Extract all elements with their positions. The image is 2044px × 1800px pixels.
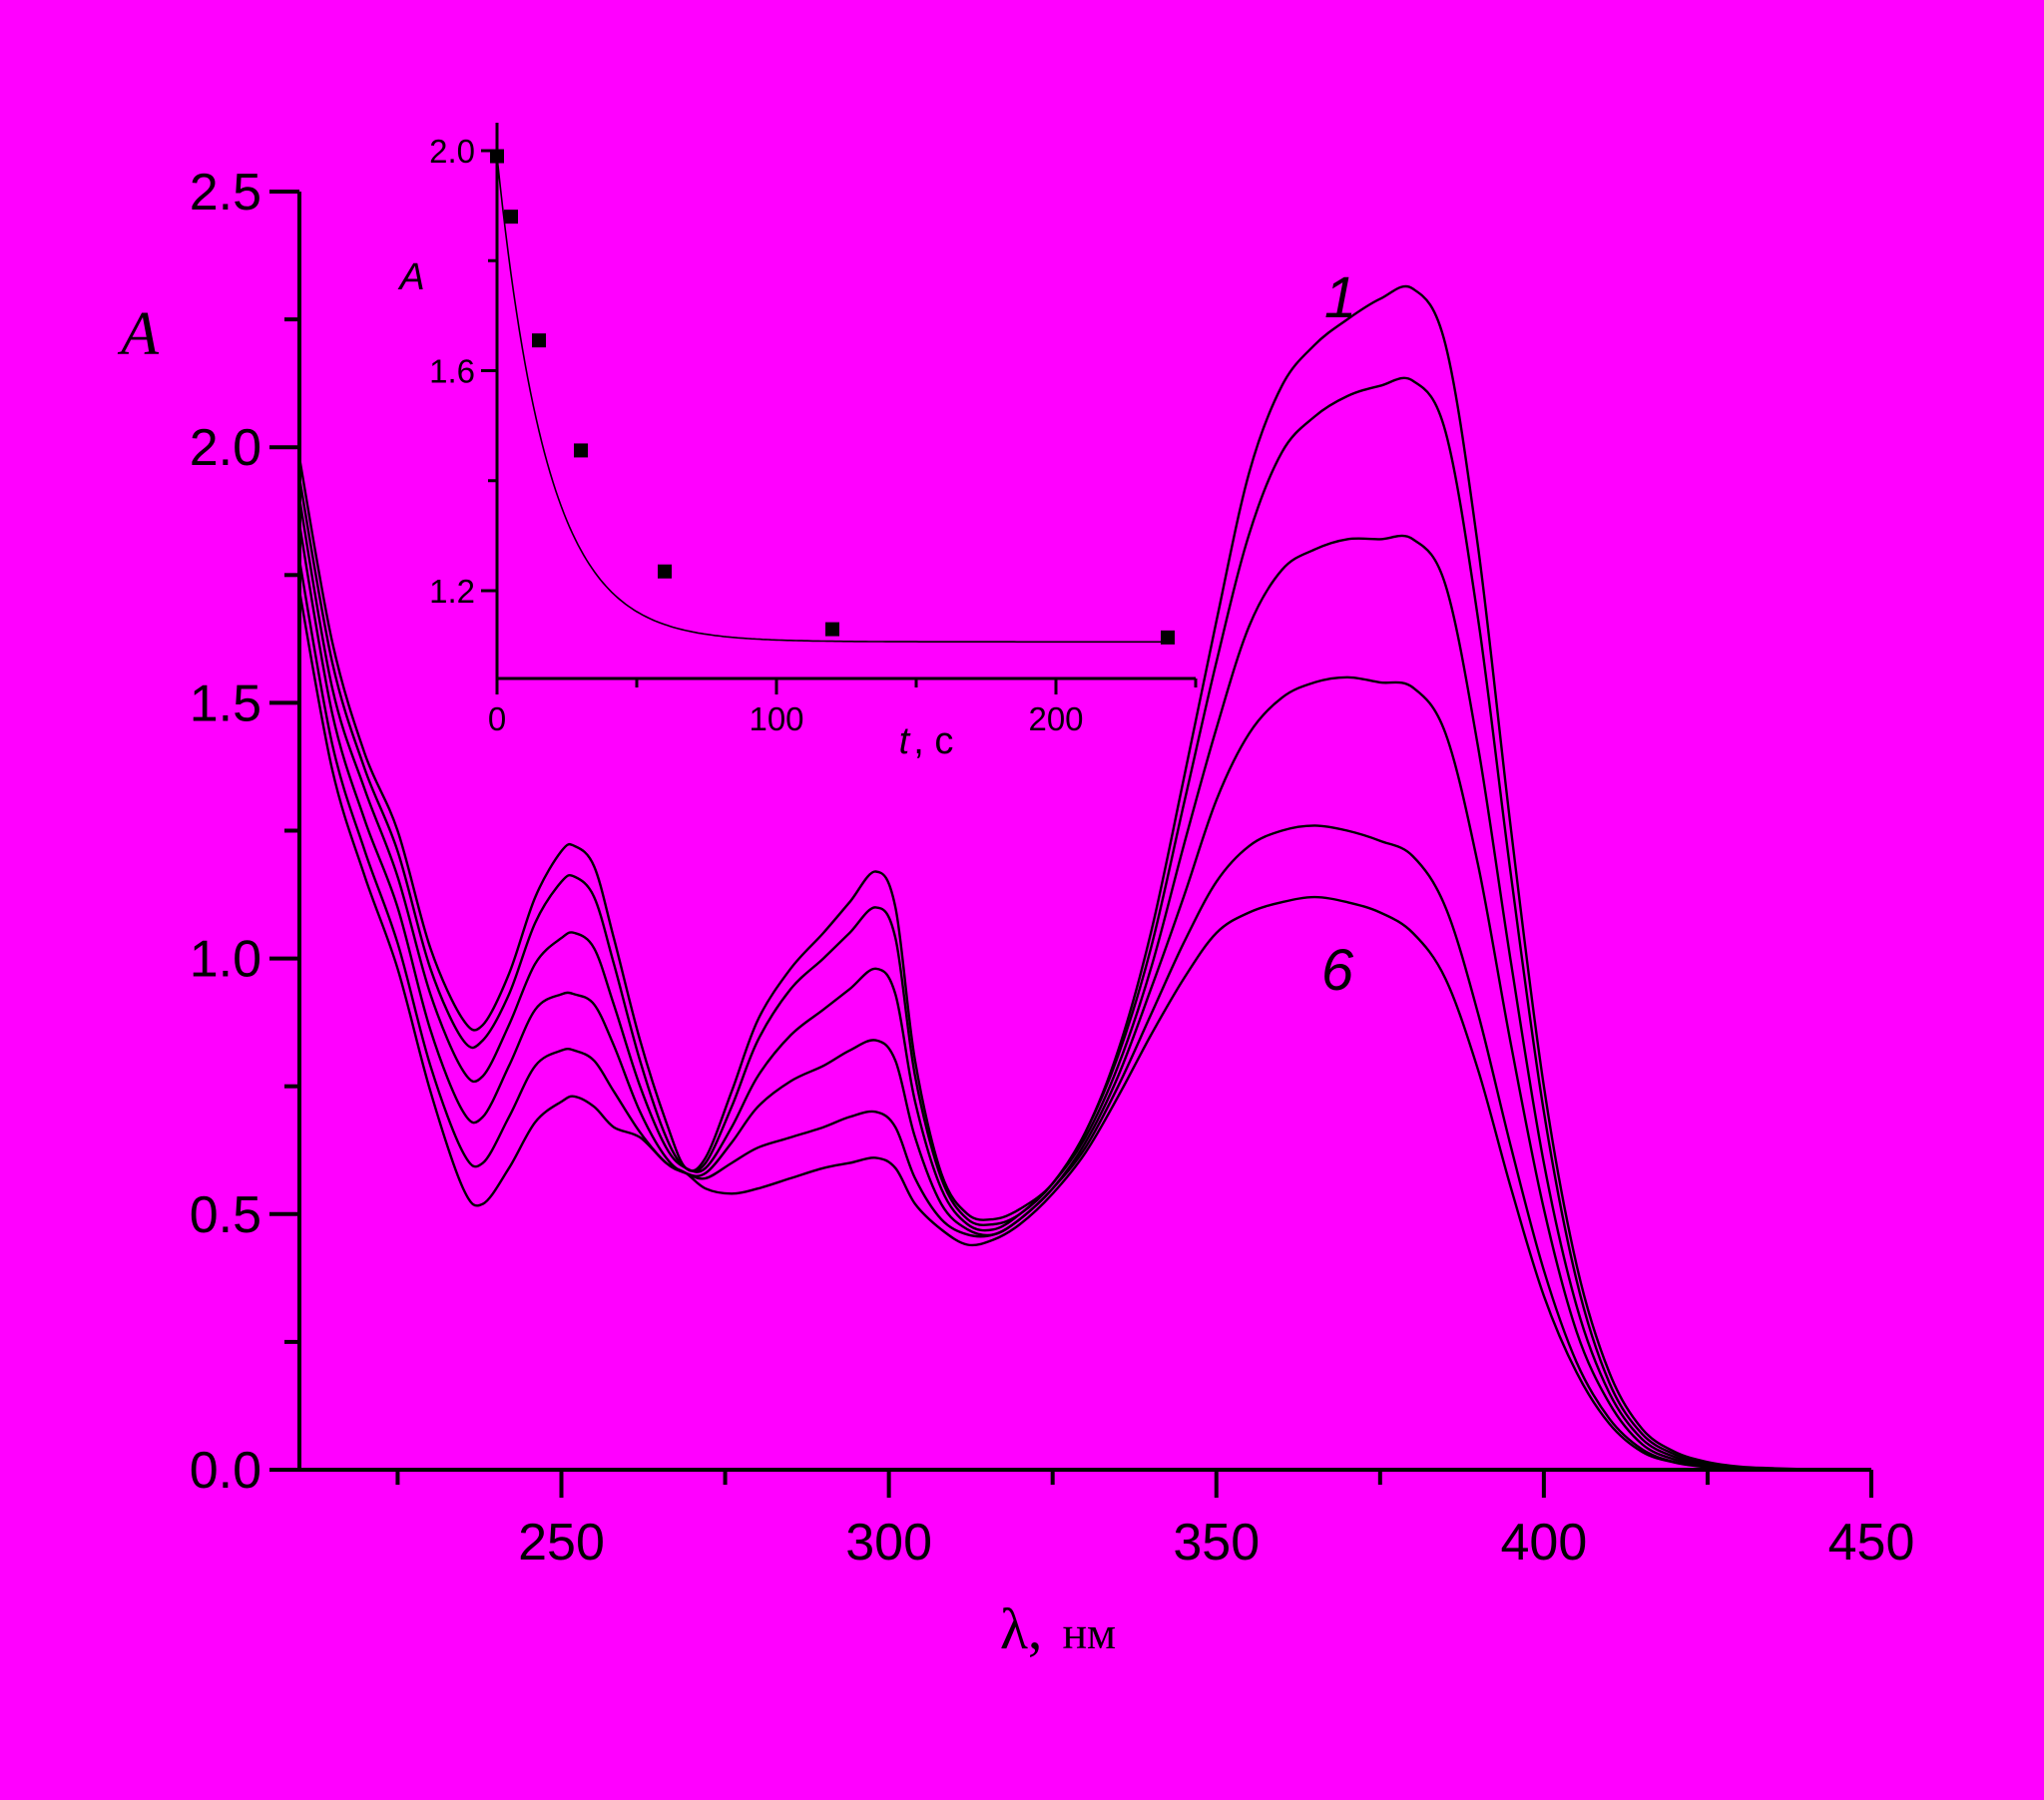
inset-y-tick-label: 2.0 bbox=[429, 133, 475, 170]
main-chart: 0.0 0.5 1.0 1.5 2.0 2.5 250 300 350 400 450 A λ, н… bbox=[117, 164, 1914, 1661]
spectrum-curve-2 bbox=[297, 376, 1872, 1472]
main-y-tick-label: 0.0 bbox=[190, 1442, 261, 1500]
spectrum-curve-1 bbox=[297, 284, 1872, 1472]
inset-xlabel: t , с bbox=[899, 720, 954, 762]
inset-x-tick-label: 0 bbox=[488, 700, 506, 737]
main-xlabel-unit: нм bbox=[1062, 1607, 1116, 1658]
inset-points bbox=[490, 149, 1175, 645]
main-y-tick-label: 2.5 bbox=[190, 164, 261, 222]
inset-point bbox=[574, 443, 588, 458]
inset-point bbox=[658, 564, 672, 579]
main-xlabel: λ, нм bbox=[1000, 1596, 1116, 1661]
main-x-tick-label: 400 bbox=[1500, 1514, 1587, 1572]
main-curves bbox=[297, 284, 1872, 1472]
inset-chart: 1.2 1.6 2.0 0 100 200 A t , с bbox=[397, 123, 1198, 762]
inset-fit bbox=[496, 156, 1168, 644]
inset-point bbox=[825, 622, 839, 637]
inset-y-tick-label: 1.2 bbox=[429, 573, 475, 610]
spectrum-curve-5 bbox=[297, 559, 1871, 1472]
inset-ylabel: A bbox=[397, 256, 424, 298]
main-ylabel: A bbox=[117, 300, 160, 368]
main-axes bbox=[297, 192, 1871, 1472]
main-y-tick-label: 1.5 bbox=[190, 675, 261, 732]
inset-x-tick-label: 100 bbox=[749, 700, 803, 737]
spectrum-curve-6 bbox=[297, 590, 1871, 1472]
inset-axes bbox=[495, 123, 1196, 680]
main-y-tick-label: 0.5 bbox=[190, 1186, 261, 1244]
inset-point bbox=[504, 210, 518, 225]
main-xlabel-symbol: λ, bbox=[1000, 1596, 1043, 1661]
main-y-tick-label: 1.0 bbox=[190, 931, 261, 989]
inset-point bbox=[532, 333, 546, 348]
main-x-tick-label: 300 bbox=[845, 1514, 932, 1572]
main-x-tick-label: 450 bbox=[1828, 1514, 1915, 1572]
inset-ticks: 1.2 1.6 2.0 0 100 200 bbox=[429, 133, 1198, 737]
inset-point bbox=[490, 149, 504, 164]
inset-x-tick-label: 200 bbox=[1028, 700, 1083, 737]
spectrum-curve-3 bbox=[297, 498, 1871, 1472]
inset-point bbox=[1161, 630, 1175, 645]
main-ticks: 0.0 0.5 1.0 1.5 2.0 2.5 250 300 350 400 450 bbox=[190, 164, 1915, 1572]
spectrum-curve-4 bbox=[297, 523, 1871, 1472]
main-x-tick-label: 250 bbox=[518, 1514, 605, 1572]
curve-label-1: 1 bbox=[1324, 265, 1356, 330]
curve-label-6: 6 bbox=[1321, 938, 1354, 1003]
inset-y-tick-label: 1.6 bbox=[429, 353, 475, 390]
main-y-tick-label: 2.0 bbox=[190, 419, 261, 477]
main-x-tick-label: 350 bbox=[1173, 1514, 1260, 1572]
inset-fit-curve bbox=[496, 156, 1168, 644]
inset-xlabel-unit: , с bbox=[913, 720, 953, 762]
inset-xlabel-symbol: t bbox=[899, 720, 911, 762]
